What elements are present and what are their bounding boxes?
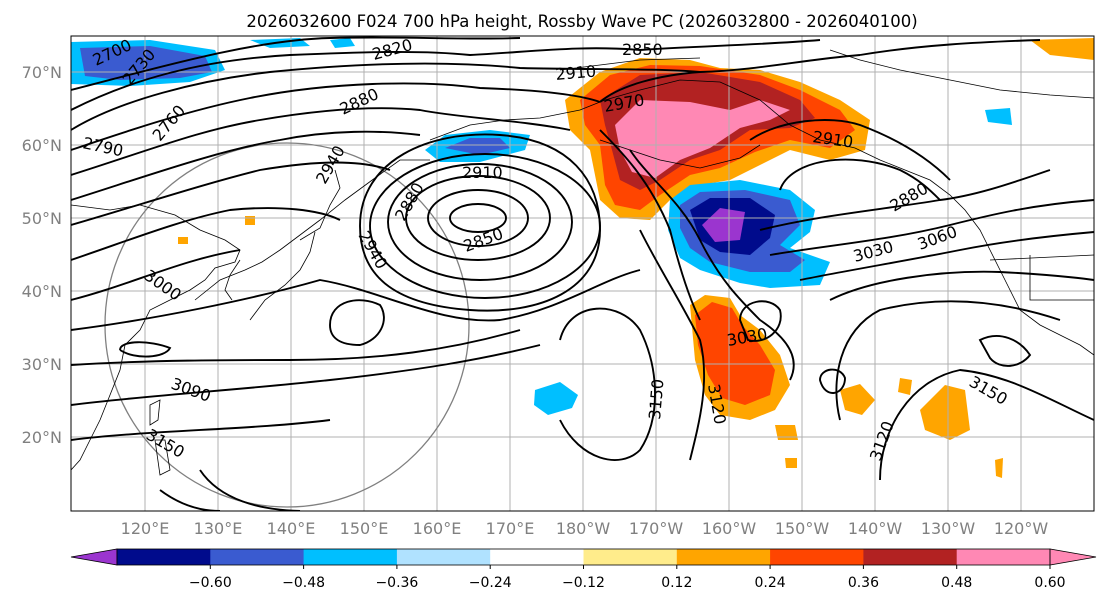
lat-label: 20°N bbox=[22, 428, 62, 447]
lon-label: 160°W bbox=[702, 519, 757, 538]
contour-label: 2850 bbox=[622, 40, 663, 59]
colorbar-segment bbox=[863, 549, 958, 565]
colorbar-tick-label: 0.24 bbox=[755, 575, 786, 591]
lat-label: 30°N bbox=[22, 355, 62, 374]
lon-label: 160°E bbox=[413, 519, 462, 538]
lon-label: 140°E bbox=[267, 519, 316, 538]
lon-label: 150°W bbox=[775, 519, 830, 538]
colorbar-tick-label: −0.24 bbox=[469, 575, 512, 591]
lon-label: 170°W bbox=[629, 519, 684, 538]
colorbar-segment bbox=[676, 549, 771, 565]
colorbar-tick-label: 0.36 bbox=[848, 575, 879, 591]
colorbar-tick-label: 0.60 bbox=[1034, 575, 1065, 591]
colorbar-tick-label: 0.12 bbox=[661, 575, 692, 591]
colorbar-extend-high bbox=[1049, 548, 1097, 566]
colorbar-extend-low bbox=[70, 548, 118, 566]
lon-label: 120°W bbox=[994, 519, 1049, 538]
lon-label: 130°E bbox=[194, 519, 243, 538]
longitude-labels: 120°E 130°E 140°E 150°E 160°E 170°E 180°… bbox=[121, 519, 1049, 538]
height-contours bbox=[71, 36, 1094, 511]
lat-label: 40°N bbox=[22, 282, 62, 301]
colorbar-tick-label: −0.12 bbox=[562, 575, 605, 591]
colorbar-segment bbox=[770, 549, 864, 565]
colorbar-tick-label: −0.36 bbox=[375, 575, 418, 591]
lon-label: 150°E bbox=[340, 519, 389, 538]
colorbar-tick-label: −0.48 bbox=[282, 575, 325, 591]
lat-label: 50°N bbox=[22, 209, 62, 228]
colorbar-tick-label: 0.48 bbox=[941, 575, 972, 591]
map-frame bbox=[70, 35, 1095, 512]
colorbar-segment bbox=[210, 549, 305, 565]
lon-label: 180°W bbox=[556, 519, 611, 538]
latitude-labels: 70°N 60°N 50°N 40°N 30°N 20°N bbox=[22, 63, 62, 447]
colorbar-segment bbox=[396, 549, 491, 565]
lon-label: 140°W bbox=[848, 519, 903, 538]
contour-label: 3150 bbox=[645, 378, 667, 420]
colorbar-segment bbox=[303, 549, 398, 565]
colorbar-segment bbox=[583, 549, 678, 565]
lon-label: 120°E bbox=[121, 519, 170, 538]
lon-label: 130°W bbox=[921, 519, 976, 538]
contour-label: 2910 bbox=[462, 163, 503, 182]
contour-label: 2910 bbox=[555, 62, 597, 84]
lon-label: 170°E bbox=[486, 519, 535, 538]
colorbar-segment bbox=[956, 549, 1051, 565]
lat-label: 60°N bbox=[22, 136, 62, 155]
colorbar: −0.60 −0.48 −0.36 −0.24 −0.12 0.12 0.24 0.36 0.4… bbox=[70, 548, 1097, 591]
lat-label: 70°N bbox=[22, 63, 62, 82]
colorbar-tick-label: −0.60 bbox=[189, 575, 232, 591]
colorbar-segment bbox=[117, 549, 211, 565]
colorbar-segment bbox=[490, 549, 584, 565]
map-title: 2026032600 F024 700 hPa height, Rossby W… bbox=[246, 12, 917, 31]
map-panel: 2700 2730 2760 2790 2820 2850 2910 2880 … bbox=[71, 36, 1094, 511]
coastlines bbox=[71, 49, 1094, 476]
